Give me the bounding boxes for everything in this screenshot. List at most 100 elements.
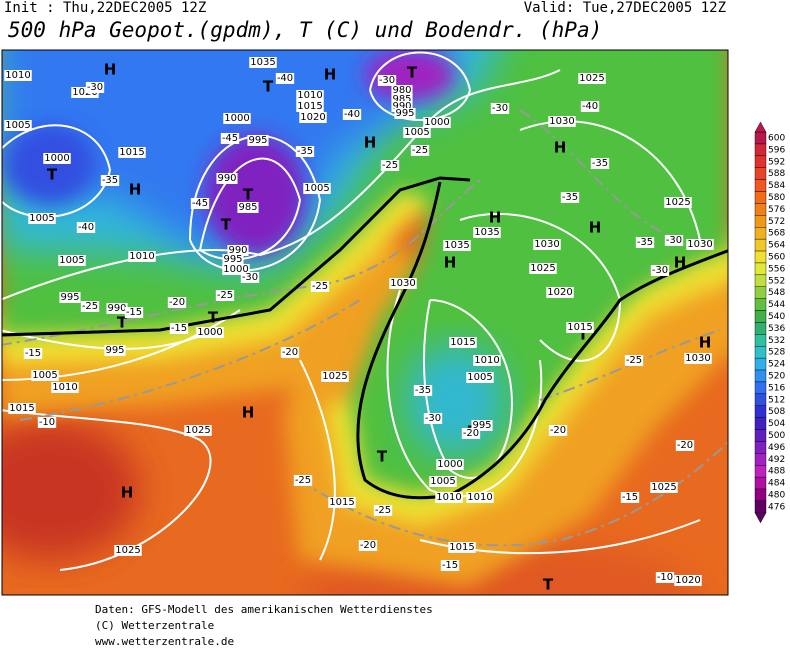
colorbar-swatch (754, 155, 767, 168)
isotherm-label: -45 (192, 198, 208, 209)
isobar-label: 1025 (651, 482, 676, 493)
isobar-label: 1000 (197, 327, 222, 338)
footer-line: (C) Wetterzentrale (95, 619, 214, 632)
colorbar-label: 568 (768, 229, 785, 239)
isotherm-label: -35 (592, 158, 608, 169)
colorbar-label: 556 (768, 264, 785, 274)
pressure-center: T (208, 309, 219, 327)
label-box (23, 348, 43, 359)
colorbar-swatch (754, 143, 767, 157)
isobar-label: 1035 (250, 57, 275, 68)
colorbar-swatch (754, 322, 767, 335)
label-box (650, 265, 670, 276)
isotherm-label: -25 (295, 475, 311, 486)
isobar-label: 1035 (444, 240, 469, 251)
label-box (436, 459, 464, 470)
label-box (59, 292, 81, 303)
label-box (664, 235, 684, 246)
label-box (380, 160, 400, 171)
colorbar-swatch (754, 238, 767, 252)
pressure-center: H (589, 219, 602, 237)
label-box (461, 428, 481, 439)
isobar-label: 1005 (32, 370, 57, 381)
label-box (275, 73, 295, 84)
isotherm-label: -35 (637, 237, 653, 248)
isotherm-label: -25 (82, 301, 98, 312)
isotherm-label: -20 (463, 428, 479, 439)
pressure-center: H (324, 66, 337, 84)
isobar-label: 1025 (665, 197, 690, 208)
label-box (8, 403, 36, 414)
pressure-center: T (263, 78, 274, 96)
isobar-label: 1010 (474, 355, 499, 366)
isobar-label: 1010 (297, 90, 322, 101)
footer-line: Daten: GFS-Modell des amerikanischen Wet… (95, 603, 433, 616)
isobar-label: 1030 (390, 278, 415, 289)
isobar-label: 1025 (185, 425, 210, 436)
label-box (293, 475, 313, 486)
isobar-label: 1000 (224, 113, 249, 124)
label-box (296, 101, 324, 112)
isotherm-label: -25 (626, 355, 642, 366)
isobar-label: 985 (238, 202, 257, 213)
isotherm-label: -30 (379, 75, 395, 86)
label-box (429, 476, 457, 487)
label-box (240, 272, 260, 283)
colorbar-swatch (754, 405, 767, 418)
label-box (328, 497, 356, 508)
isotherm-label: -20 (169, 297, 185, 308)
isobar-label: 1015 (329, 497, 354, 508)
isobar-label: 995 (395, 108, 414, 119)
colorbar-label: 476 (768, 502, 785, 512)
label-box (548, 116, 576, 127)
label-box (249, 57, 277, 68)
label-box (227, 245, 249, 256)
colorbar-cap (754, 121, 767, 133)
label-box (223, 113, 251, 124)
colorbar-swatch (754, 357, 767, 371)
isobar-label: 985 (392, 94, 411, 105)
label-box (664, 197, 692, 208)
isotherm-label: -20 (677, 440, 693, 451)
colorbar-label: 544 (768, 300, 785, 310)
cold-core (5, 125, 95, 205)
label-box (413, 385, 433, 396)
colorbar-label: 536 (768, 324, 785, 334)
isotherm-label: -15 (25, 348, 41, 359)
isobar-label: 1005 (304, 183, 329, 194)
isobar-label: 1020 (547, 287, 572, 298)
colorbar-swatch (754, 286, 767, 299)
label-box (473, 355, 501, 366)
label-box (299, 112, 327, 123)
isotherm-label: -35 (297, 146, 313, 157)
colorbar-swatch (754, 453, 767, 466)
pressure-center: H (489, 209, 502, 227)
label-box (342, 109, 362, 120)
isotherm-label: -10 (657, 572, 673, 583)
colorbar-swatch (754, 441, 767, 454)
warm-field (2, 420, 140, 560)
isobar-label: 1015 (119, 147, 144, 158)
label-box (466, 372, 494, 383)
label-box (190, 198, 210, 209)
label-box (76, 222, 96, 233)
label-box (58, 255, 86, 266)
pressure-center: T (578, 326, 589, 344)
isobar-label: 1010 (436, 492, 461, 503)
isobar-label: 1000 (424, 117, 449, 128)
colorbar-swatch (754, 262, 767, 276)
label-box (490, 103, 510, 114)
label-box (546, 287, 574, 298)
isotherm-label: -20 (550, 425, 566, 436)
label-box (473, 227, 501, 238)
colorbar-label: 496 (768, 443, 785, 453)
isobar-label: 1010 (52, 382, 77, 393)
label-box (310, 281, 330, 292)
map-area: HHHHHHHHHHHHTTTTTTTTTTT10101020100510151… (2, 50, 728, 595)
label-box (104, 345, 126, 356)
label-box (590, 158, 610, 169)
colorbar-label: 584 (768, 181, 785, 191)
isobar-label: 995 (105, 345, 124, 356)
isotherm-label: -40 (344, 109, 360, 120)
